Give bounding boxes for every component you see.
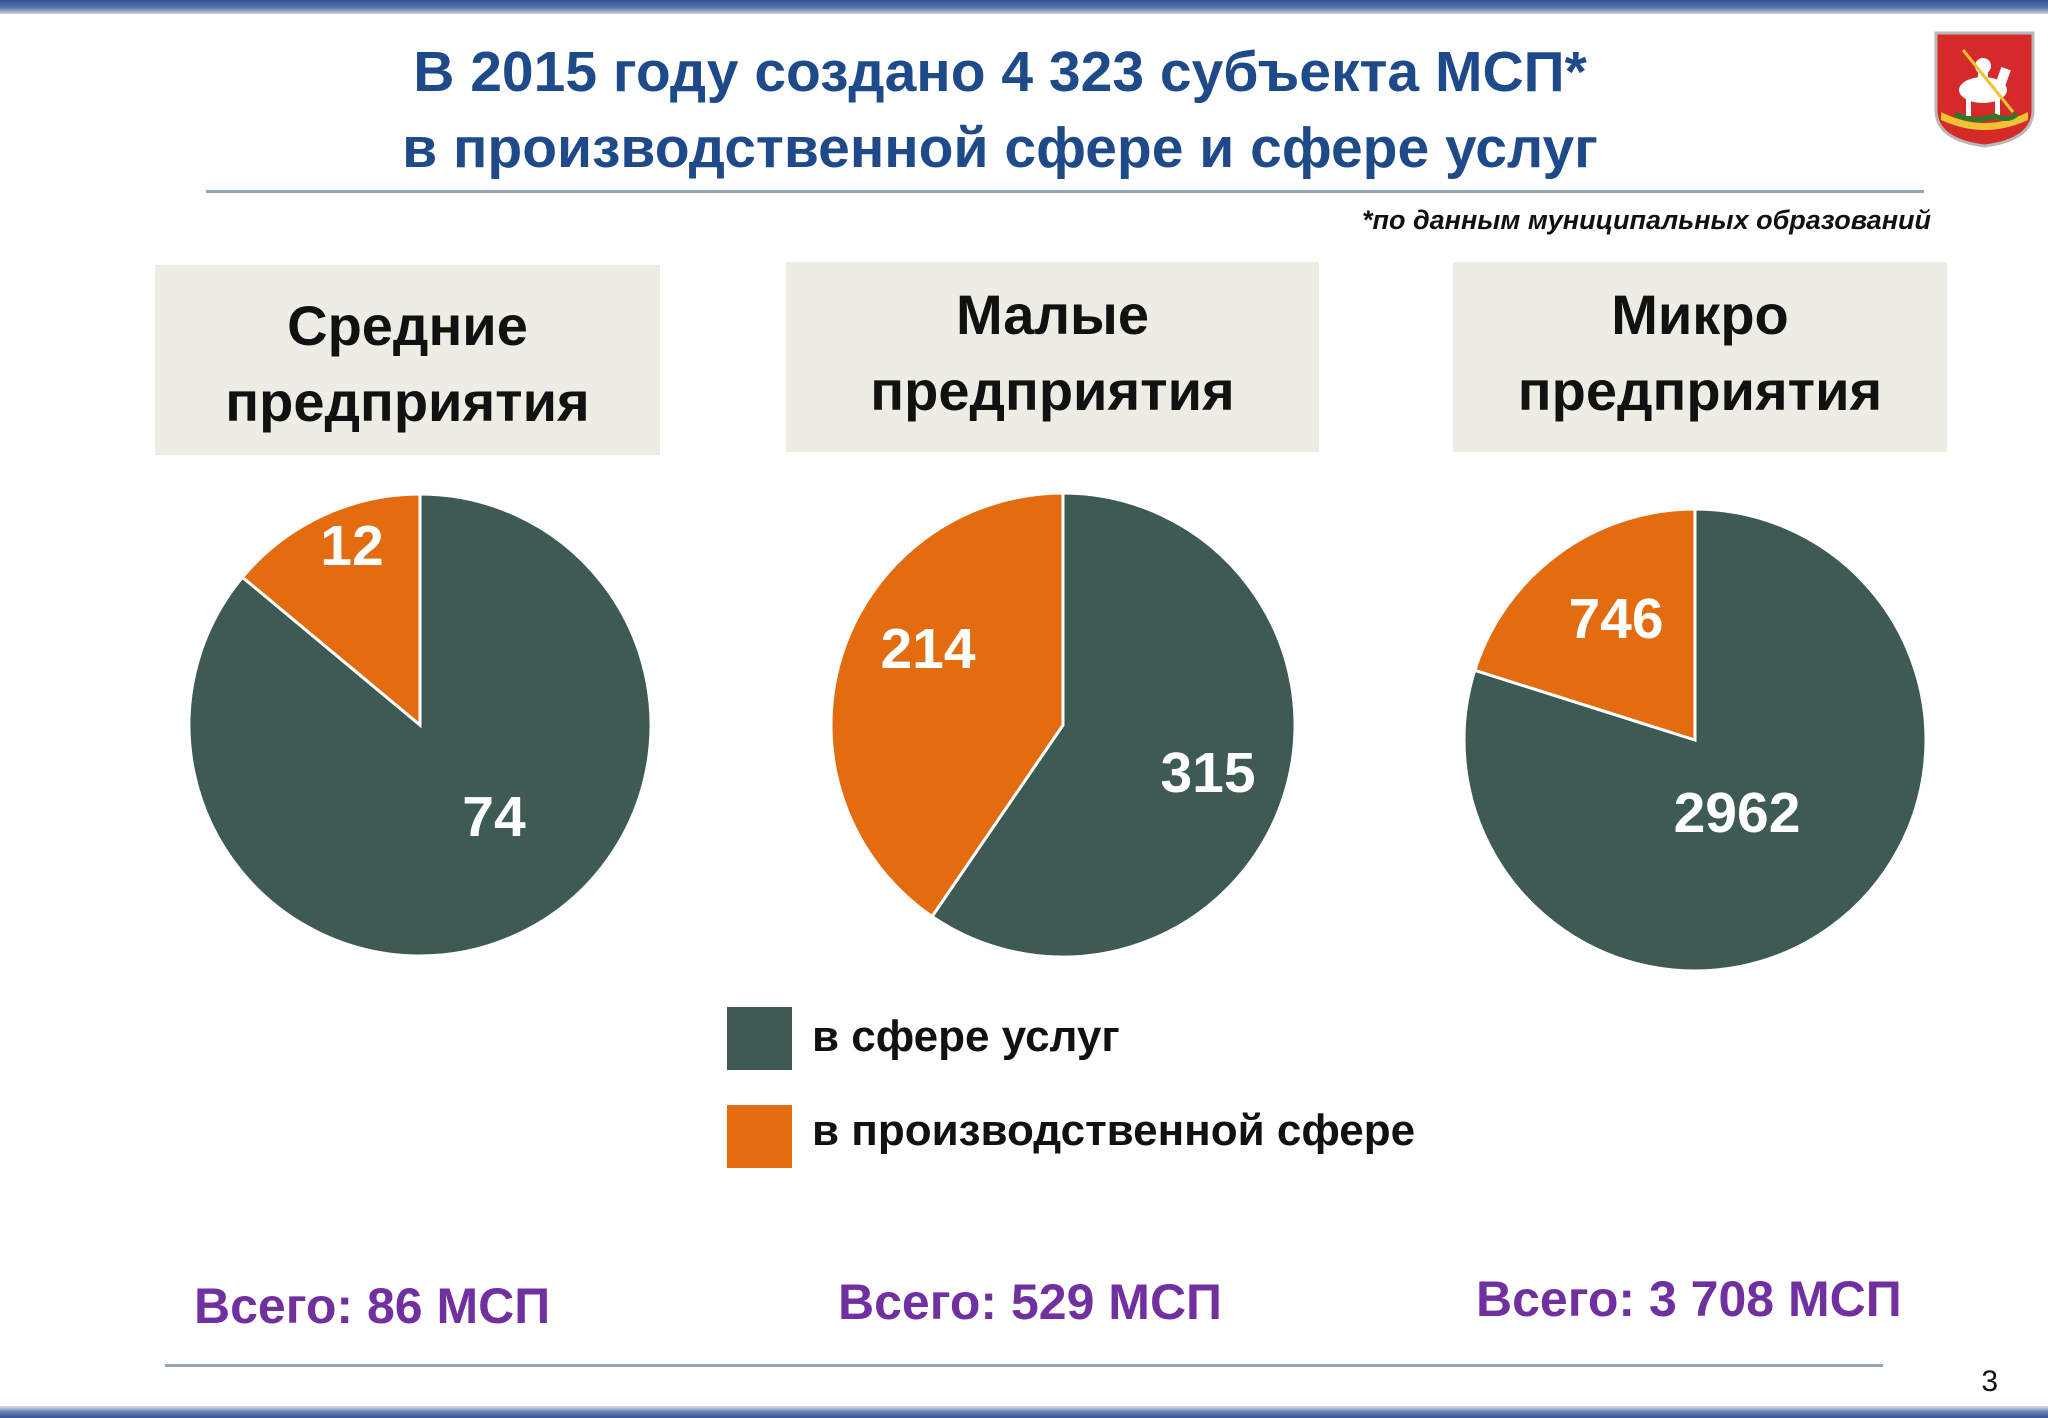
pie-label-medium-services: 74	[462, 785, 526, 849]
legend-label-production: в производственной сфере	[812, 1106, 1416, 1155]
bottom-divider	[165, 1364, 1883, 1367]
pie-label-medium-production: 12	[320, 514, 383, 578]
emblem-horse	[1959, 77, 2007, 103]
emblem-rider-body	[1978, 70, 1988, 88]
pie-label-small-production: 214	[880, 617, 975, 681]
pie-slice-micro-production	[1472, 507, 1697, 743]
category-box-small: Малые предприятия	[786, 262, 1319, 452]
page-title-line-2: в производственной сфере и сфере услуг	[402, 116, 1598, 180]
emblem-gold-trim	[1941, 112, 2028, 130]
category-title-micro-line-2: предприятия	[1517, 359, 1883, 422]
pie-slice-small-services	[929, 491, 1297, 959]
total-micro: Всего: 3 708 МСП	[1476, 1271, 1902, 1327]
moscow-oblast-coat-of-arms-icon	[1934, 31, 2035, 148]
total-small: Всего: 529 МСП	[838, 1274, 1222, 1330]
pie-slice-medium-production	[240, 492, 422, 729]
category-title-medium-line-2: предприятия	[225, 370, 590, 433]
pie-label-small-services: 315	[1160, 741, 1255, 805]
emblem-horse-neck	[1993, 67, 2011, 93]
pie-label-micro-services: 2962	[1674, 781, 1801, 845]
pie-label-micro-production: 746	[1568, 587, 1663, 651]
bottom-decorative-bar	[0, 1406, 2048, 1418]
page-number: 3	[1981, 1365, 1998, 1398]
footnote: *по данным муниципальных образований	[1361, 205, 1931, 235]
category-box-micro: Микро предприятия	[1453, 262, 1947, 452]
emblem-horse-leg-2	[1995, 98, 2000, 116]
category-title-medium-line-1: Средние	[287, 294, 528, 357]
total-medium: Всего: 86 МСП	[194, 1278, 551, 1334]
page-title: В 2015 году создано 4 323 субъекта МСП* …	[200, 34, 1800, 186]
title-divider	[206, 190, 1924, 193]
page-title-line-1: В 2015 году создано 4 323 субъекта МСП*	[413, 40, 1587, 104]
legend-swatch-services	[727, 1007, 792, 1070]
emblem-horse-leg-1	[1966, 98, 1971, 116]
top-decorative-bar	[0, 0, 2048, 14]
legend-swatch-production	[727, 1105, 792, 1168]
pie-slice-small-production	[829, 491, 1065, 919]
category-title-small-line-1: Малые	[955, 283, 1149, 346]
category-box-medium: Средние предприятия	[155, 265, 660, 455]
emblem-dragon	[1953, 111, 2019, 122]
category-title-small-line-2: предприятия	[870, 359, 1235, 422]
legend-label-services: в сфере услуг	[812, 1012, 1120, 1061]
category-title-micro-line-1: Микро	[1611, 283, 1789, 346]
emblem-spear	[1961, 49, 2015, 113]
